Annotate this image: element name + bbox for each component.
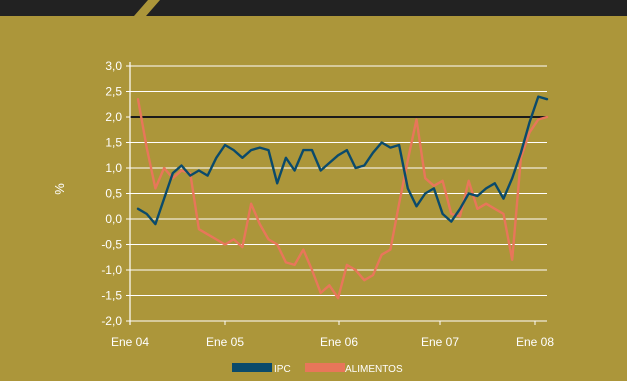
y-tick-label: 1,0	[105, 161, 122, 175]
x-tick-label: Ene 04	[111, 335, 149, 349]
x-tick-label: Ene 08	[516, 335, 554, 349]
y-tick-label: 2,0	[105, 110, 122, 124]
legend-swatch-alimentos	[305, 363, 345, 372]
series-line-ipc	[136, 95, 549, 226]
series-lines	[136, 95, 549, 300]
axes	[129, 62, 547, 325]
y-tick-label: -1,0	[101, 263, 122, 277]
legend-label-ipc: IPC	[274, 364, 291, 375]
y-tick-label: 3,0	[105, 59, 122, 73]
y-tick-labels: 3,0 2,5 2,0 1,5 1,0 0,5 0,0 -0,5 -1,0 -1,5 -2,0	[101, 59, 122, 328]
x-tick-label: Ene 06	[320, 335, 358, 349]
y-axis-label: %	[52, 183, 67, 195]
x-tick-label: Ene 05	[206, 335, 244, 349]
header-band	[0, 0, 627, 16]
y-tick-label: -2,0	[101, 314, 122, 328]
x-tick-labels: Ene 04 Ene 05 Ene 06 Ene 07 Ene 08	[111, 321, 554, 349]
legend-label-alimentos: ALIMENTOS	[345, 364, 403, 375]
grid-lines	[126, 65, 547, 322]
y-tick-label: -0,5	[101, 238, 122, 252]
y-tick-label: 0,5	[105, 187, 122, 201]
legend-swatch-ipc	[232, 363, 272, 372]
y-tick-label: -1,5	[101, 289, 122, 303]
y-tick-label: 0,0	[105, 212, 122, 226]
series-line-alimentos	[136, 97, 549, 300]
y-tick-label: 1,5	[105, 136, 122, 150]
x-tick-label: Ene 07	[421, 335, 459, 349]
legend: IPC ALIMENTOS	[232, 363, 403, 375]
header-notch	[134, 0, 160, 16]
y-tick-label: 2,5	[105, 85, 122, 99]
